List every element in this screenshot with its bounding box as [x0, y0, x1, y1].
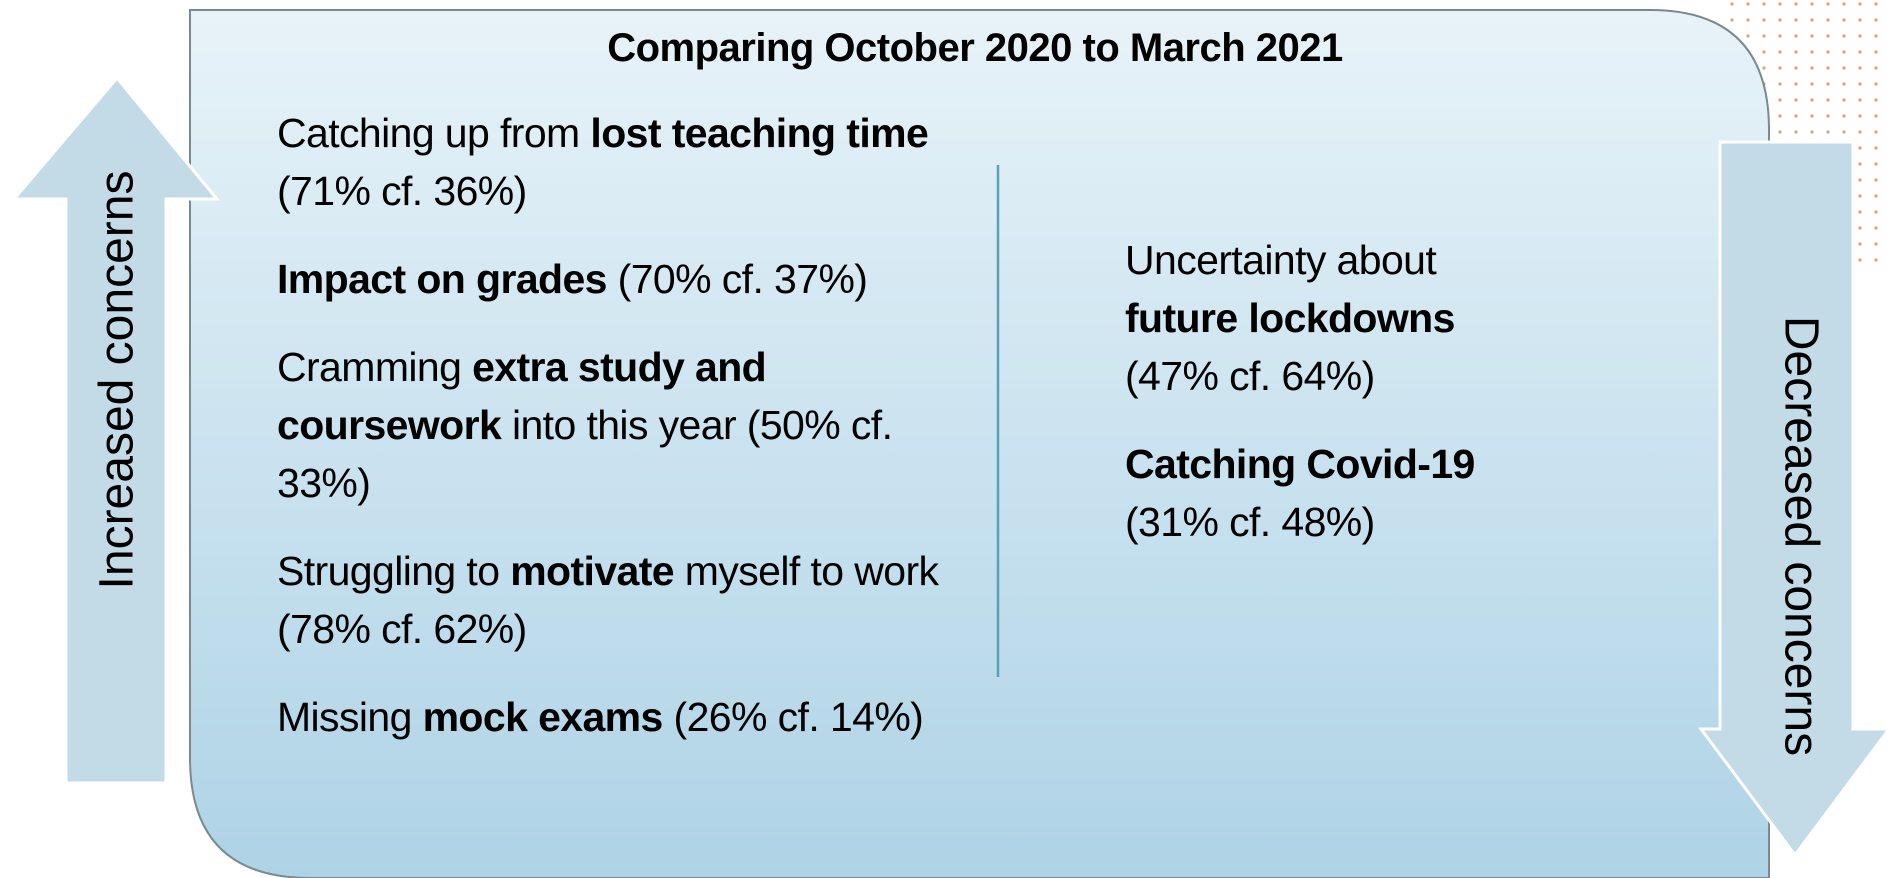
text-segment: myself to work (78% cf. 62%): [277, 548, 939, 652]
concern-item: Catching Covid-19 (31% cf. 48%): [1125, 435, 1545, 551]
concern-item: Missing mock exams (26% cf. 14%): [277, 688, 967, 746]
decreased-label: Decreased concerns: [1774, 315, 1828, 757]
increased-list: Catching up from lost teaching time (71%…: [277, 104, 967, 776]
text-segment: Missing: [277, 694, 423, 740]
concern-item: Cramming extra study and coursework into…: [277, 338, 967, 512]
text-segment: mock exams: [422, 694, 664, 740]
text-segment: (70% cf. 37%): [606, 256, 868, 302]
text-segment: Catching up from: [277, 110, 591, 156]
text-segment: (47% cf. 64%): [1125, 353, 1375, 399]
concern-item: Uncertainty about future lockdowns (47% …: [1125, 231, 1545, 405]
text-segment: motivate: [510, 548, 675, 594]
concern-item: Impact on grades (70% cf. 37%): [277, 250, 967, 308]
text-segment: Impact on grades: [277, 256, 607, 302]
text-segment: (26% cf. 14%): [662, 694, 924, 740]
text-segment: Catching Covid-19: [1125, 441, 1475, 487]
text-segment: Uncertainty about: [1125, 237, 1437, 283]
panel: [189, 9, 1770, 878]
text-segment: into this year (50% cf. 33%): [277, 402, 893, 506]
decreased-list: Uncertainty about future lockdowns (47% …: [1125, 231, 1545, 581]
text-segment: (31% cf. 48%): [1125, 499, 1375, 545]
text-segment: Struggling to: [277, 548, 511, 594]
title: Comparing October 2020 to March 2021: [607, 26, 1343, 70]
text-segment: (71% cf. 36%): [277, 168, 527, 214]
increased-label: Increased concerns: [90, 170, 144, 590]
text-segment: extra study and coursework: [277, 344, 767, 448]
text-segment: Cramming: [277, 344, 473, 390]
up-arrow: [10, 75, 221, 785]
concern-item: Catching up from lost teaching time (71%…: [277, 104, 967, 220]
text-segment: lost teaching time: [590, 110, 929, 156]
down-arrow: [1698, 140, 1889, 858]
text-segment: future lockdowns: [1125, 295, 1455, 341]
concern-item: Struggling to motivate myself to work (7…: [277, 542, 967, 658]
